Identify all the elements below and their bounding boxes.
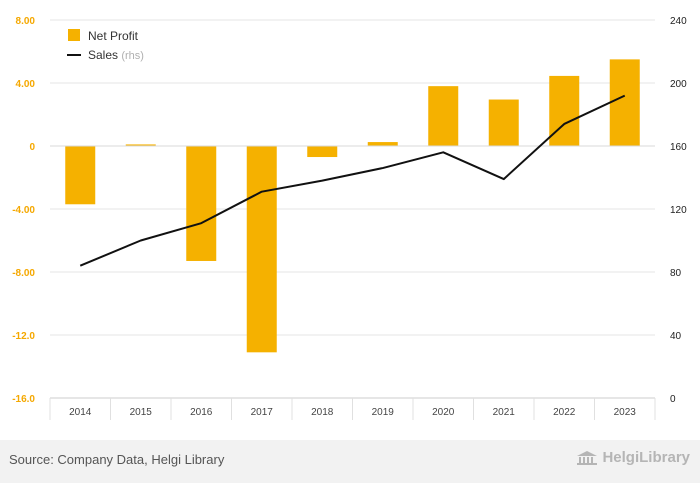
bar-2014 (65, 146, 96, 205)
left-tick-label: 4.00 (16, 79, 36, 90)
bar-2018 (307, 146, 338, 158)
x-tick-label: 2016 (190, 407, 213, 418)
x-tick-label: 2021 (493, 407, 516, 418)
legend-net-profit-label: Net Profit (88, 29, 139, 43)
bar-2020 (428, 86, 459, 146)
helgi-library-logo[interactable]: HelgiLibrary (576, 449, 690, 466)
legend-net-profit-swatch (68, 29, 80, 41)
combo-chart: 8.00 4.00 0 -4.00 -8.00 -12.0 -16.0 240 200 160 1… (12, 16, 687, 420)
right-tick-label: 200 (670, 79, 687, 90)
net-profit-bars (65, 59, 640, 353)
left-tick-label: -12.0 (12, 331, 35, 342)
source-note: Source: Company Data, Helgi Library (9, 452, 225, 467)
legend: Net Profit Sales (rhs) (67, 29, 144, 62)
library-building-icon (577, 450, 598, 465)
footer-band (0, 440, 700, 483)
left-axis-ticks: 8.00 4.00 0 -4.00 -8.00 -12.0 -16.0 (12, 16, 35, 405)
x-tick-label: 2018 (311, 407, 334, 418)
left-tick-label: 0 (29, 142, 35, 153)
x-tick-label: 2020 (432, 407, 455, 418)
x-tick-label: 2014 (69, 407, 92, 418)
left-tick-label: -4.00 (12, 205, 35, 216)
left-tick-label: -16.0 (12, 394, 35, 405)
x-tick-label: 2017 (251, 407, 274, 418)
bar-2022 (549, 75, 580, 146)
legend-rhs-suffix: (rhs) (121, 50, 144, 62)
logo-text: HelgiLibrary (602, 449, 690, 466)
right-tick-label: 160 (670, 142, 687, 153)
bar-2016 (186, 146, 217, 261)
legend-sales-label: Sales (rhs) (88, 48, 144, 62)
x-tick-label: 2022 (553, 407, 576, 418)
right-tick-label: 40 (670, 331, 682, 342)
x-tick-label: 2023 (614, 407, 637, 418)
x-tick-label: 2015 (130, 407, 153, 418)
right-axis-ticks: 240 200 160 120 80 40 0 (670, 16, 687, 405)
bar-2017 (246, 146, 277, 353)
right-tick-label: 0 (670, 394, 676, 405)
right-tick-label: 240 (670, 16, 687, 27)
bar-2021 (488, 99, 519, 146)
x-tick-label: 2019 (372, 407, 395, 418)
sales-line (79, 94, 626, 267)
bar-2023 (609, 59, 640, 146)
bar-2015 (125, 144, 156, 146)
right-tick-label: 120 (670, 205, 687, 216)
left-tick-label: -8.00 (12, 268, 35, 279)
right-tick-label: 80 (670, 268, 682, 279)
sales-line-group (79, 94, 626, 267)
left-tick-label: 8.00 (16, 16, 36, 27)
bar-2019 (367, 142, 398, 146)
x-axis-ticks: 2014 2015 2016 2017 2018 2019 2020 2021 2022 2023 (69, 407, 636, 418)
